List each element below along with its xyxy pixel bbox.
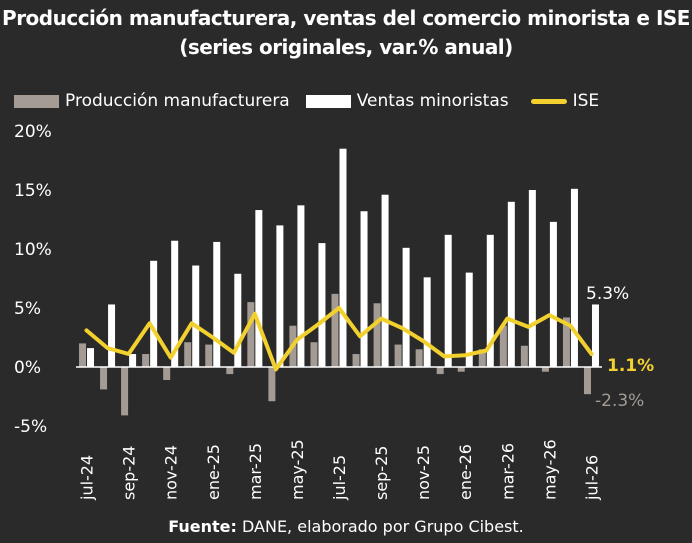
bar-manufactura xyxy=(79,343,87,367)
ise-line-layer xyxy=(84,306,594,372)
annotation-ise-last: 1.1% xyxy=(607,356,654,376)
annotation-minoristas-last: 5.3% xyxy=(586,284,629,304)
bar-manufactura xyxy=(478,349,486,367)
bar-minoristas xyxy=(87,348,95,367)
line-ise xyxy=(84,306,594,372)
y-tick-label: -5% xyxy=(14,417,47,437)
bar-minoristas xyxy=(423,277,431,367)
x-tick-label: mar-25 xyxy=(246,443,265,500)
bar-manufactura xyxy=(163,367,171,380)
bar-minoristas xyxy=(528,190,536,367)
bar-minoristas xyxy=(507,201,515,367)
bar-minoristas xyxy=(486,234,494,367)
bar-minoristas xyxy=(360,211,368,367)
legend-label-manufactura: Producción manufacturera xyxy=(65,91,290,111)
legend-item-ise: ISE xyxy=(525,91,600,111)
bar-manufactura xyxy=(457,367,465,372)
bar-manufactura xyxy=(226,367,234,375)
bar-manufactura xyxy=(373,303,381,367)
bar-minoristas xyxy=(465,272,473,367)
y-axis: -5% 0% 5% 10% 15% 20% xyxy=(14,122,52,437)
bar-minoristas xyxy=(381,194,389,367)
bar-minoristas xyxy=(234,273,242,367)
y-tick-label: 10% xyxy=(14,240,52,260)
bar-minoristas xyxy=(444,234,452,367)
legend-swatch-manufactura xyxy=(14,94,59,108)
y-tick-label: 20% xyxy=(14,122,52,142)
bar-manufactura xyxy=(205,344,213,367)
bar-manufactura xyxy=(352,354,360,367)
bar-minoristas xyxy=(570,188,578,367)
y-tick-label: 5% xyxy=(14,299,41,319)
bar-manufactura xyxy=(520,345,528,367)
bar-manufactura xyxy=(247,302,255,367)
bar-minoristas xyxy=(276,225,284,367)
bar-manufactura xyxy=(436,367,444,375)
bar-manufactura xyxy=(331,293,339,367)
chart-title-line1: Producción manufacturera, ventas del com… xyxy=(2,6,690,30)
bar-manufactura xyxy=(142,354,150,367)
bar-minoristas xyxy=(255,210,263,367)
x-tick-label: nov-25 xyxy=(414,445,433,500)
x-tick-label: nov-24 xyxy=(162,445,181,500)
x-tick-label: may-25 xyxy=(288,439,307,500)
chart-title-line2: (series originales, var.% anual) xyxy=(179,35,513,59)
bar-manufactura xyxy=(268,367,276,402)
source-note: Fuente: DANE, elaborado por Grupo Cibest… xyxy=(0,517,692,536)
bar-minoristas xyxy=(171,240,179,367)
bar-manufactura xyxy=(100,367,108,390)
bar-minoristas xyxy=(591,304,599,367)
bar-manufactura xyxy=(583,367,591,395)
y-tick-label: 15% xyxy=(14,181,52,201)
chart-title: Producción manufacturera, ventas del com… xyxy=(0,4,692,62)
bar-manufactura xyxy=(415,349,423,367)
bar-minoristas xyxy=(549,221,557,367)
bar-manufactura xyxy=(121,367,129,416)
bar-manufactura xyxy=(499,325,507,367)
legend-label-minoristas: Ventas minoristas xyxy=(356,91,509,111)
y-tick-label: 0% xyxy=(14,358,41,378)
x-tick-label: ene-25 xyxy=(204,444,223,500)
x-tick-label: sep-24 xyxy=(120,446,139,500)
x-tick-label: jul-24 xyxy=(78,455,97,501)
bars-layer xyxy=(79,148,599,416)
x-tick-label: jul-25 xyxy=(330,455,349,501)
x-tick-label: mar-26 xyxy=(498,443,517,500)
bar-minoristas xyxy=(297,205,305,367)
annotation-manufactura-last: -2.3% xyxy=(595,391,644,411)
legend-item-manufactura: Producción manufacturera xyxy=(14,91,290,111)
source-text: DANE, elaborado por Grupo Cibest. xyxy=(236,517,524,536)
bar-minoristas xyxy=(402,247,410,367)
bar-manufactura xyxy=(310,342,318,367)
bar-manufactura xyxy=(394,344,402,367)
legend-swatch-ise xyxy=(530,98,567,104)
x-tick-label: ene-26 xyxy=(456,444,475,500)
bar-manufactura xyxy=(541,367,549,372)
bar-manufactura xyxy=(184,342,192,367)
bar-minoristas xyxy=(129,354,137,367)
source-label: Fuente: xyxy=(168,517,237,536)
bar-minoristas xyxy=(108,304,116,367)
legend-label-ise: ISE xyxy=(572,91,600,111)
bar-manufactura xyxy=(562,317,570,367)
legend-swatch-minoristas xyxy=(305,94,351,108)
x-tick-label: jul-26 xyxy=(582,455,601,501)
bar-minoristas xyxy=(339,148,347,367)
x-tick-label: sep-25 xyxy=(372,446,391,500)
chart-legend: Producción manufacturera Ventas minorist… xyxy=(14,90,615,112)
x-tick-label: may-26 xyxy=(540,439,559,500)
bar-minoristas xyxy=(213,241,221,367)
bar-minoristas xyxy=(318,243,326,367)
bar-minoristas xyxy=(192,265,200,367)
annotations-layer: 5.3% 1.1% -2.3% xyxy=(586,284,654,411)
x-axis: jul-24 sep-24 nov-24 ene-25 mar-25 may-25 jul-… xyxy=(78,439,602,501)
legend-item-minoristas: Ventas minoristas xyxy=(305,91,509,111)
bar-minoristas xyxy=(150,260,158,367)
